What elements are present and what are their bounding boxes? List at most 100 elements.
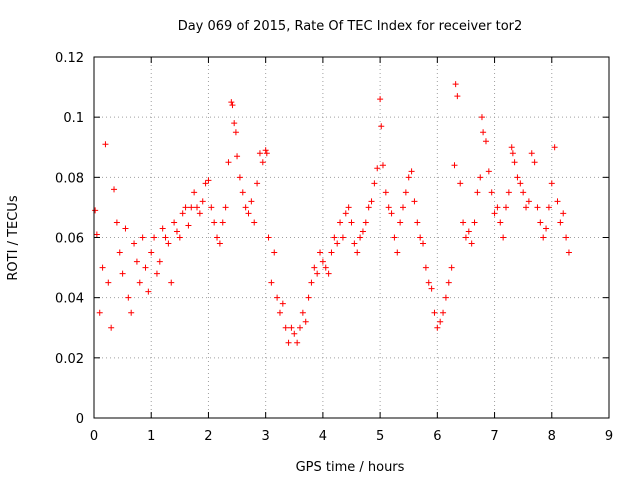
data-point — [232, 129, 239, 136]
data-point — [199, 198, 206, 205]
data-point — [517, 180, 524, 187]
x-tick-label: 9 — [605, 429, 613, 444]
data-point — [365, 204, 372, 211]
data-point — [256, 150, 263, 157]
data-point — [477, 174, 484, 181]
data-point — [411, 198, 418, 205]
data-point — [388, 210, 395, 217]
data-point — [460, 219, 467, 226]
data-point — [291, 330, 298, 337]
data-point — [528, 150, 535, 157]
data-point — [394, 249, 401, 256]
data-point — [279, 300, 286, 307]
data-point — [523, 204, 530, 211]
data-point — [548, 180, 555, 187]
data-point — [520, 189, 527, 196]
y-tick-label: 0.08 — [55, 171, 84, 186]
data-point — [96, 309, 103, 316]
data-point — [219, 219, 226, 226]
data-point — [276, 309, 283, 316]
data-point — [328, 249, 335, 256]
data-point — [288, 324, 295, 331]
data-point — [113, 219, 120, 226]
data-point — [111, 186, 118, 193]
data-point — [248, 198, 255, 205]
y-tick-label: 0 — [76, 412, 84, 427]
data-point — [153, 270, 160, 277]
data-point — [565, 249, 572, 256]
x-tick-label: 0 — [90, 429, 98, 444]
x-tick-label: 2 — [204, 429, 212, 444]
x-tick-labels: 0 1 2 3 4 5 6 7 8 9 — [90, 429, 613, 444]
data-point — [211, 219, 218, 226]
x-tick-label: 3 — [262, 429, 270, 444]
data-point — [337, 219, 344, 226]
data-point — [497, 219, 504, 226]
data-point — [168, 279, 175, 286]
data-point — [239, 189, 246, 196]
data-point — [225, 159, 232, 166]
plot-frame — [93, 56, 610, 419]
data-point — [422, 264, 429, 271]
data-point — [236, 174, 243, 181]
data-point — [311, 264, 318, 271]
data-point — [285, 339, 292, 346]
data-point — [342, 210, 349, 217]
data-point — [345, 204, 352, 211]
y-tick-label: 0.06 — [55, 232, 84, 247]
data-point — [319, 258, 326, 265]
data-point — [173, 228, 180, 235]
data-point — [185, 222, 192, 229]
x-tick-label: 1 — [147, 429, 155, 444]
data-point — [162, 234, 169, 241]
data-point — [263, 150, 270, 157]
data-point — [391, 234, 398, 241]
data-point — [354, 249, 361, 256]
data-point — [425, 279, 432, 286]
data-point — [317, 249, 324, 256]
data-point — [359, 228, 366, 235]
data-point — [482, 138, 489, 145]
data-point — [331, 234, 338, 241]
data-point — [551, 144, 558, 151]
data-point — [259, 159, 266, 166]
data-point — [254, 180, 261, 187]
data-point — [509, 150, 516, 157]
data-point — [451, 162, 458, 169]
data-point — [508, 144, 515, 151]
data-point — [294, 339, 301, 346]
axes — [93, 56, 610, 419]
grid-lines — [94, 57, 609, 418]
data-point — [322, 264, 329, 271]
data-point — [485, 168, 492, 175]
data-point — [205, 177, 212, 184]
data-point — [534, 204, 541, 211]
data-point — [351, 240, 358, 247]
data-point — [480, 129, 487, 136]
data-point — [400, 204, 406, 211]
data-point — [491, 210, 498, 217]
data-point — [171, 219, 178, 226]
data-point — [305, 294, 312, 301]
data-point — [216, 240, 223, 247]
data-point — [471, 219, 478, 226]
data-point — [540, 234, 547, 241]
data-point — [382, 189, 389, 196]
data-point — [122, 225, 129, 232]
data-point — [560, 210, 567, 217]
data-point — [437, 318, 444, 325]
data-point — [242, 204, 249, 211]
data-point — [408, 168, 415, 175]
data-point — [357, 234, 364, 241]
data-point — [368, 198, 375, 205]
y-tick-label: 0.1 — [63, 111, 84, 126]
data-point — [465, 228, 472, 235]
data-point — [151, 234, 158, 241]
data-point — [194, 204, 200, 211]
data-point — [131, 240, 138, 247]
data-point — [452, 81, 459, 88]
data-point — [116, 249, 123, 256]
x-tick-label: 7 — [490, 429, 498, 444]
data-point — [119, 270, 126, 277]
data-points — [92, 81, 572, 346]
